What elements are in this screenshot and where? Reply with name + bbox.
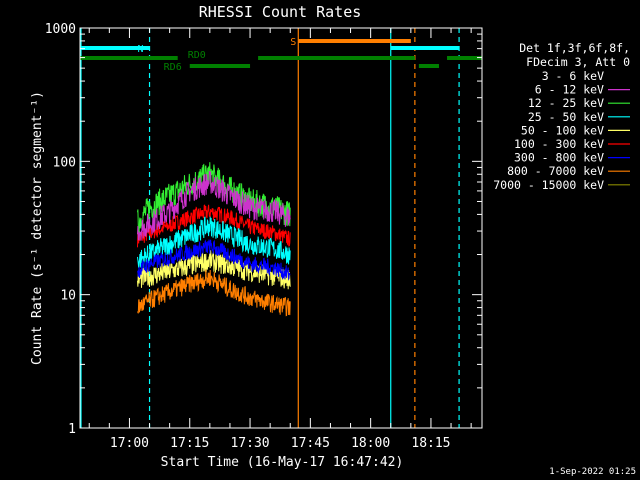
legend-label-300-800-kev: 300 - 800 keV bbox=[514, 151, 604, 165]
chart-title: RHESSI Count Rates bbox=[199, 3, 362, 21]
legend-header-line-1: Det 1f,3f,6f,8f, bbox=[519, 41, 630, 55]
legend-label-7000-15000-kev: 7000 - 15000 keV bbox=[493, 178, 604, 192]
x-tick-label-2: 17:30 bbox=[230, 436, 269, 451]
legend-label-800-7000-kev: 800 - 7000 keV bbox=[507, 164, 604, 178]
series-line-50-100-kev bbox=[137, 250, 291, 290]
legend-label-100-300-kev: 100 - 300 keV bbox=[514, 137, 604, 151]
x-axis-label: Start Time (16-May-17 16:47:42) bbox=[161, 455, 404, 470]
legend-label-25-50-kev: 25 - 50 keV bbox=[528, 110, 604, 124]
y-tick-label-2: 100 bbox=[53, 155, 76, 170]
legend: Det 1f,3f,6f,8f, FDecim 3, Att 0 3 - 6 k… bbox=[493, 41, 630, 192]
y-tick-label-0: 1 bbox=[68, 422, 76, 437]
state-label-n: N bbox=[138, 44, 144, 55]
series-line-800-7000-kev bbox=[137, 269, 291, 317]
legend-label-6-12-kev: 6 - 12 keV bbox=[535, 83, 604, 97]
x-tick-label-1: 17:15 bbox=[170, 436, 209, 451]
plot-frame bbox=[79, 27, 483, 429]
series-line-25-50-kev bbox=[137, 216, 291, 269]
y-axis-label: Count Rate (s⁻¹ detector segment⁻¹) bbox=[30, 91, 45, 365]
timestamp: 1-Sep-2022 01:25 bbox=[549, 467, 636, 477]
legend-label-3-6-kev: 3 - 6 keV bbox=[542, 69, 604, 83]
state-label-rd6: RD6 bbox=[164, 62, 182, 73]
legend-header-line-2: FDecim 3, Att 0 bbox=[526, 55, 630, 69]
x-tick-label-0: 17:00 bbox=[110, 436, 149, 451]
legend-label-12-25-kev: 12 - 25 keV bbox=[528, 96, 604, 110]
series-line-300-800-kev bbox=[137, 239, 291, 281]
legend-label-50-100-kev: 50 - 100 keV bbox=[521, 123, 604, 137]
state-label-rd0: RD0 bbox=[188, 50, 206, 61]
state-label-s: S bbox=[290, 37, 296, 48]
y-tick-label-3: 1000 bbox=[45, 22, 76, 37]
series-line-6-12-kev bbox=[137, 170, 291, 241]
y-tick-label-1: 10 bbox=[60, 289, 76, 304]
x-tick-label-4: 18:00 bbox=[351, 436, 390, 451]
x-tick-label-3: 17:45 bbox=[291, 436, 330, 451]
series-line-100-300-kev bbox=[137, 204, 291, 248]
x-tick-label-5: 18:15 bbox=[411, 436, 450, 451]
